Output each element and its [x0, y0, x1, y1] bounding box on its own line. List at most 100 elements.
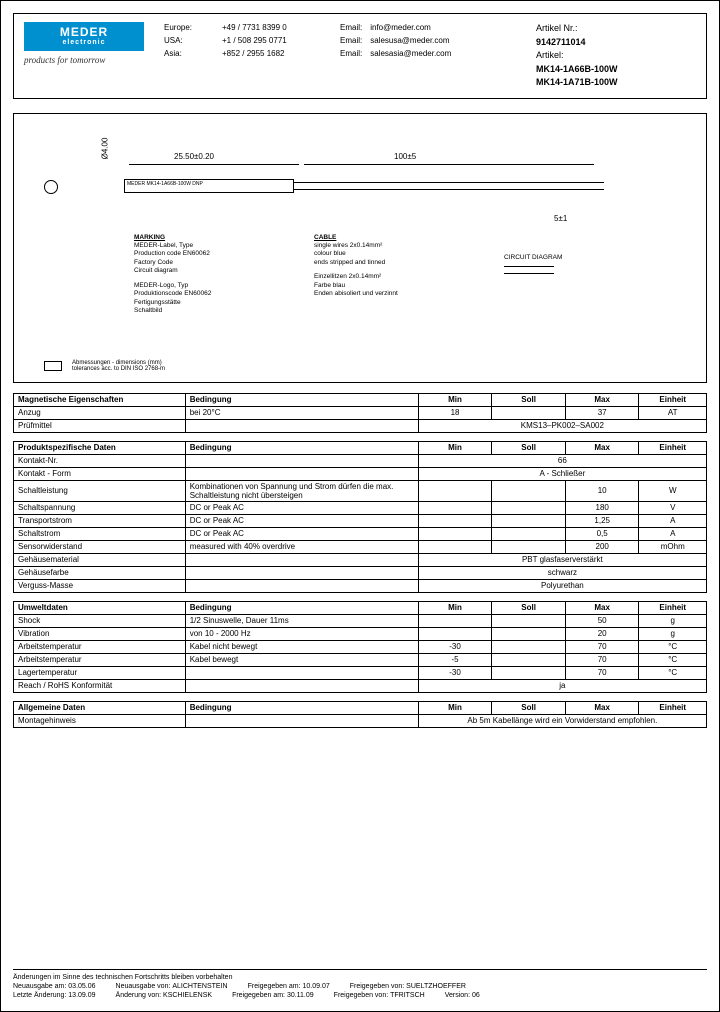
email: salesasia@meder.com [370, 48, 451, 61]
max-cell: 0,5 [565, 527, 639, 540]
label: Neuausgabe am: [13, 983, 66, 990]
unit-cell: AT [639, 406, 707, 419]
table-row: ArbeitstemperaturKabel bewegt-570°C [14, 653, 707, 666]
max-cell: 200 [565, 540, 639, 553]
min-cell: -5 [418, 653, 492, 666]
prop-cell: Verguss-Masse [14, 579, 186, 592]
table-header: Min [418, 601, 492, 614]
dim-2: 100±5 [394, 152, 416, 161]
unit-cell: g [639, 614, 707, 627]
prop-cell: Reach / RoHS Konformität [14, 679, 186, 692]
table-header: Min [418, 441, 492, 454]
cable-de: Einzellitzen 2x0.14mm² Farbe blau Enden … [314, 273, 398, 298]
cond-cell: DC or Peak AC [185, 527, 418, 540]
table-row: Anzugbei 20°C1837AT [14, 406, 707, 419]
env-table: UmweltdatenBedingungMinSollMaxEinheitSho… [13, 601, 707, 693]
min-cell [418, 614, 492, 627]
contact-row: Europe: +49 / 7731 8399 0 Email: info@me… [164, 22, 516, 35]
cond-cell: bei 20°C [185, 406, 418, 419]
table-title: Allgemeine Daten [14, 701, 186, 714]
footer-note: Änderungen im Sinne des technischen Fort… [13, 974, 707, 981]
max-cell: 70 [565, 653, 639, 666]
marking-en: MEDER-Label, Type Production code EN6006… [134, 242, 211, 276]
soll-cell [492, 640, 566, 653]
circuit-block: CIRCUIT DIAGRAM [504, 254, 562, 274]
wire-line [294, 189, 604, 190]
dim-diameter: Ø4.00 [100, 137, 109, 159]
cond-cell [185, 714, 418, 727]
cond-cell: von 10 - 2000 Hz [185, 627, 418, 640]
prop-cell: Kontakt-Nr. [14, 454, 186, 467]
cond-cell: Kabel nicht bewegt [185, 640, 418, 653]
soll-cell [492, 614, 566, 627]
phone: +49 / 7731 8399 0 [222, 22, 332, 35]
artikel-nr-label: Artikel Nr.: [536, 22, 696, 36]
label: Version: [445, 992, 470, 999]
label: Änderung von: [116, 992, 162, 999]
prop-cell: Schaltspannung [14, 501, 186, 514]
table-row: GehäusematerialPBT glasfaserverstärkt [14, 553, 707, 566]
label: Letzte Änderung: [13, 992, 66, 999]
table-row: SchaltspannungDC or Peak AC180V [14, 501, 707, 514]
tables-container: Magnetische EigenschaftenBedingungMinSol… [13, 393, 707, 728]
email-label: Email: [340, 35, 362, 48]
marking-heading: MARKING [134, 234, 211, 242]
max-cell: 1,25 [565, 514, 639, 527]
table-header: Soll [492, 393, 566, 406]
cond-cell: measured with 40% overdrive [185, 540, 418, 553]
table-header: Einheit [639, 601, 707, 614]
val: 10.09.07 [302, 983, 329, 990]
prop-cell: Schaltleistung [14, 480, 186, 501]
logo-main: MEDER [30, 26, 138, 39]
prop-cell: Sensorwiderstand [14, 540, 186, 553]
unit-cell: W [639, 480, 707, 501]
footer: Änderungen im Sinne des technischen Fort… [13, 969, 707, 999]
label: Freigegeben am: [248, 983, 301, 990]
prop-cell: Shock [14, 614, 186, 627]
max-cell: 70 [565, 640, 639, 653]
table-header: Bedingung [185, 701, 418, 714]
table-header: Bedingung [185, 441, 418, 454]
artikel-nr: 9142711014 [536, 36, 696, 50]
soll-cell [492, 480, 566, 501]
table-row: Vibrationvon 10 - 2000 Hz20g [14, 627, 707, 640]
unit-cell: A [639, 527, 707, 540]
soll-cell [492, 540, 566, 553]
prop-cell: Schaltstrom [14, 527, 186, 540]
unit-cell: °C [639, 653, 707, 666]
email-label: Email: [340, 22, 362, 35]
region: Asia: [164, 48, 214, 61]
min-cell [418, 514, 492, 527]
unit-cell: °C [639, 666, 707, 679]
header-box: MEDER electronic products for tomorrow E… [13, 13, 707, 99]
cond-cell: DC or Peak AC [185, 514, 418, 527]
span-cell: ja [418, 679, 706, 692]
table-row: Lagertemperatur-3070°C [14, 666, 707, 679]
val: 30.11.09 [287, 992, 314, 999]
min-cell [418, 540, 492, 553]
max-cell: 10 [565, 480, 639, 501]
phone: +852 / 2955 1682 [222, 48, 332, 61]
gen-table: Allgemeine DatenBedingungMinSollMaxEinhe… [13, 701, 707, 728]
table-row: SchaltstromDC or Peak AC 0,5A [14, 527, 707, 540]
min-cell [418, 627, 492, 640]
diagram-box: Ø4.00 25.50±0.20 100±5 5±1 MEDER MK14-1A… [13, 113, 707, 383]
max-cell: 70 [565, 666, 639, 679]
region: Europe: [164, 22, 214, 35]
contact-column: Europe: +49 / 7731 8399 0 Email: info@me… [164, 22, 516, 90]
label: Freigegeben von: [350, 983, 404, 990]
unit-cell: V [639, 501, 707, 514]
table-header: Min [418, 393, 492, 406]
email: salesusa@meder.com [370, 35, 449, 48]
cond-cell [185, 579, 418, 592]
min-cell [418, 527, 492, 540]
soll-cell [492, 627, 566, 640]
val: 06 [472, 992, 480, 999]
soll-cell [492, 501, 566, 514]
cable-en: single wires 2x0.14mm² colour blue ends … [314, 242, 398, 267]
max-cell: 180 [565, 501, 639, 514]
prop-cell: Arbeitstemperatur [14, 640, 186, 653]
table-header: Max [565, 393, 639, 406]
artikel-column: Artikel Nr.: 9142711014 Artikel: MK14-1A… [536, 22, 696, 90]
meder-logo: MEDER electronic [24, 22, 144, 51]
